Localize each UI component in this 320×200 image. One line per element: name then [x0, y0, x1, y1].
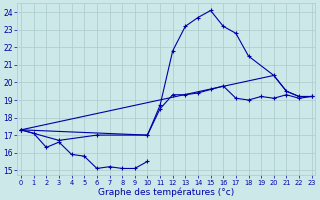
X-axis label: Graphe des températures (°c): Graphe des températures (°c) [98, 187, 235, 197]
